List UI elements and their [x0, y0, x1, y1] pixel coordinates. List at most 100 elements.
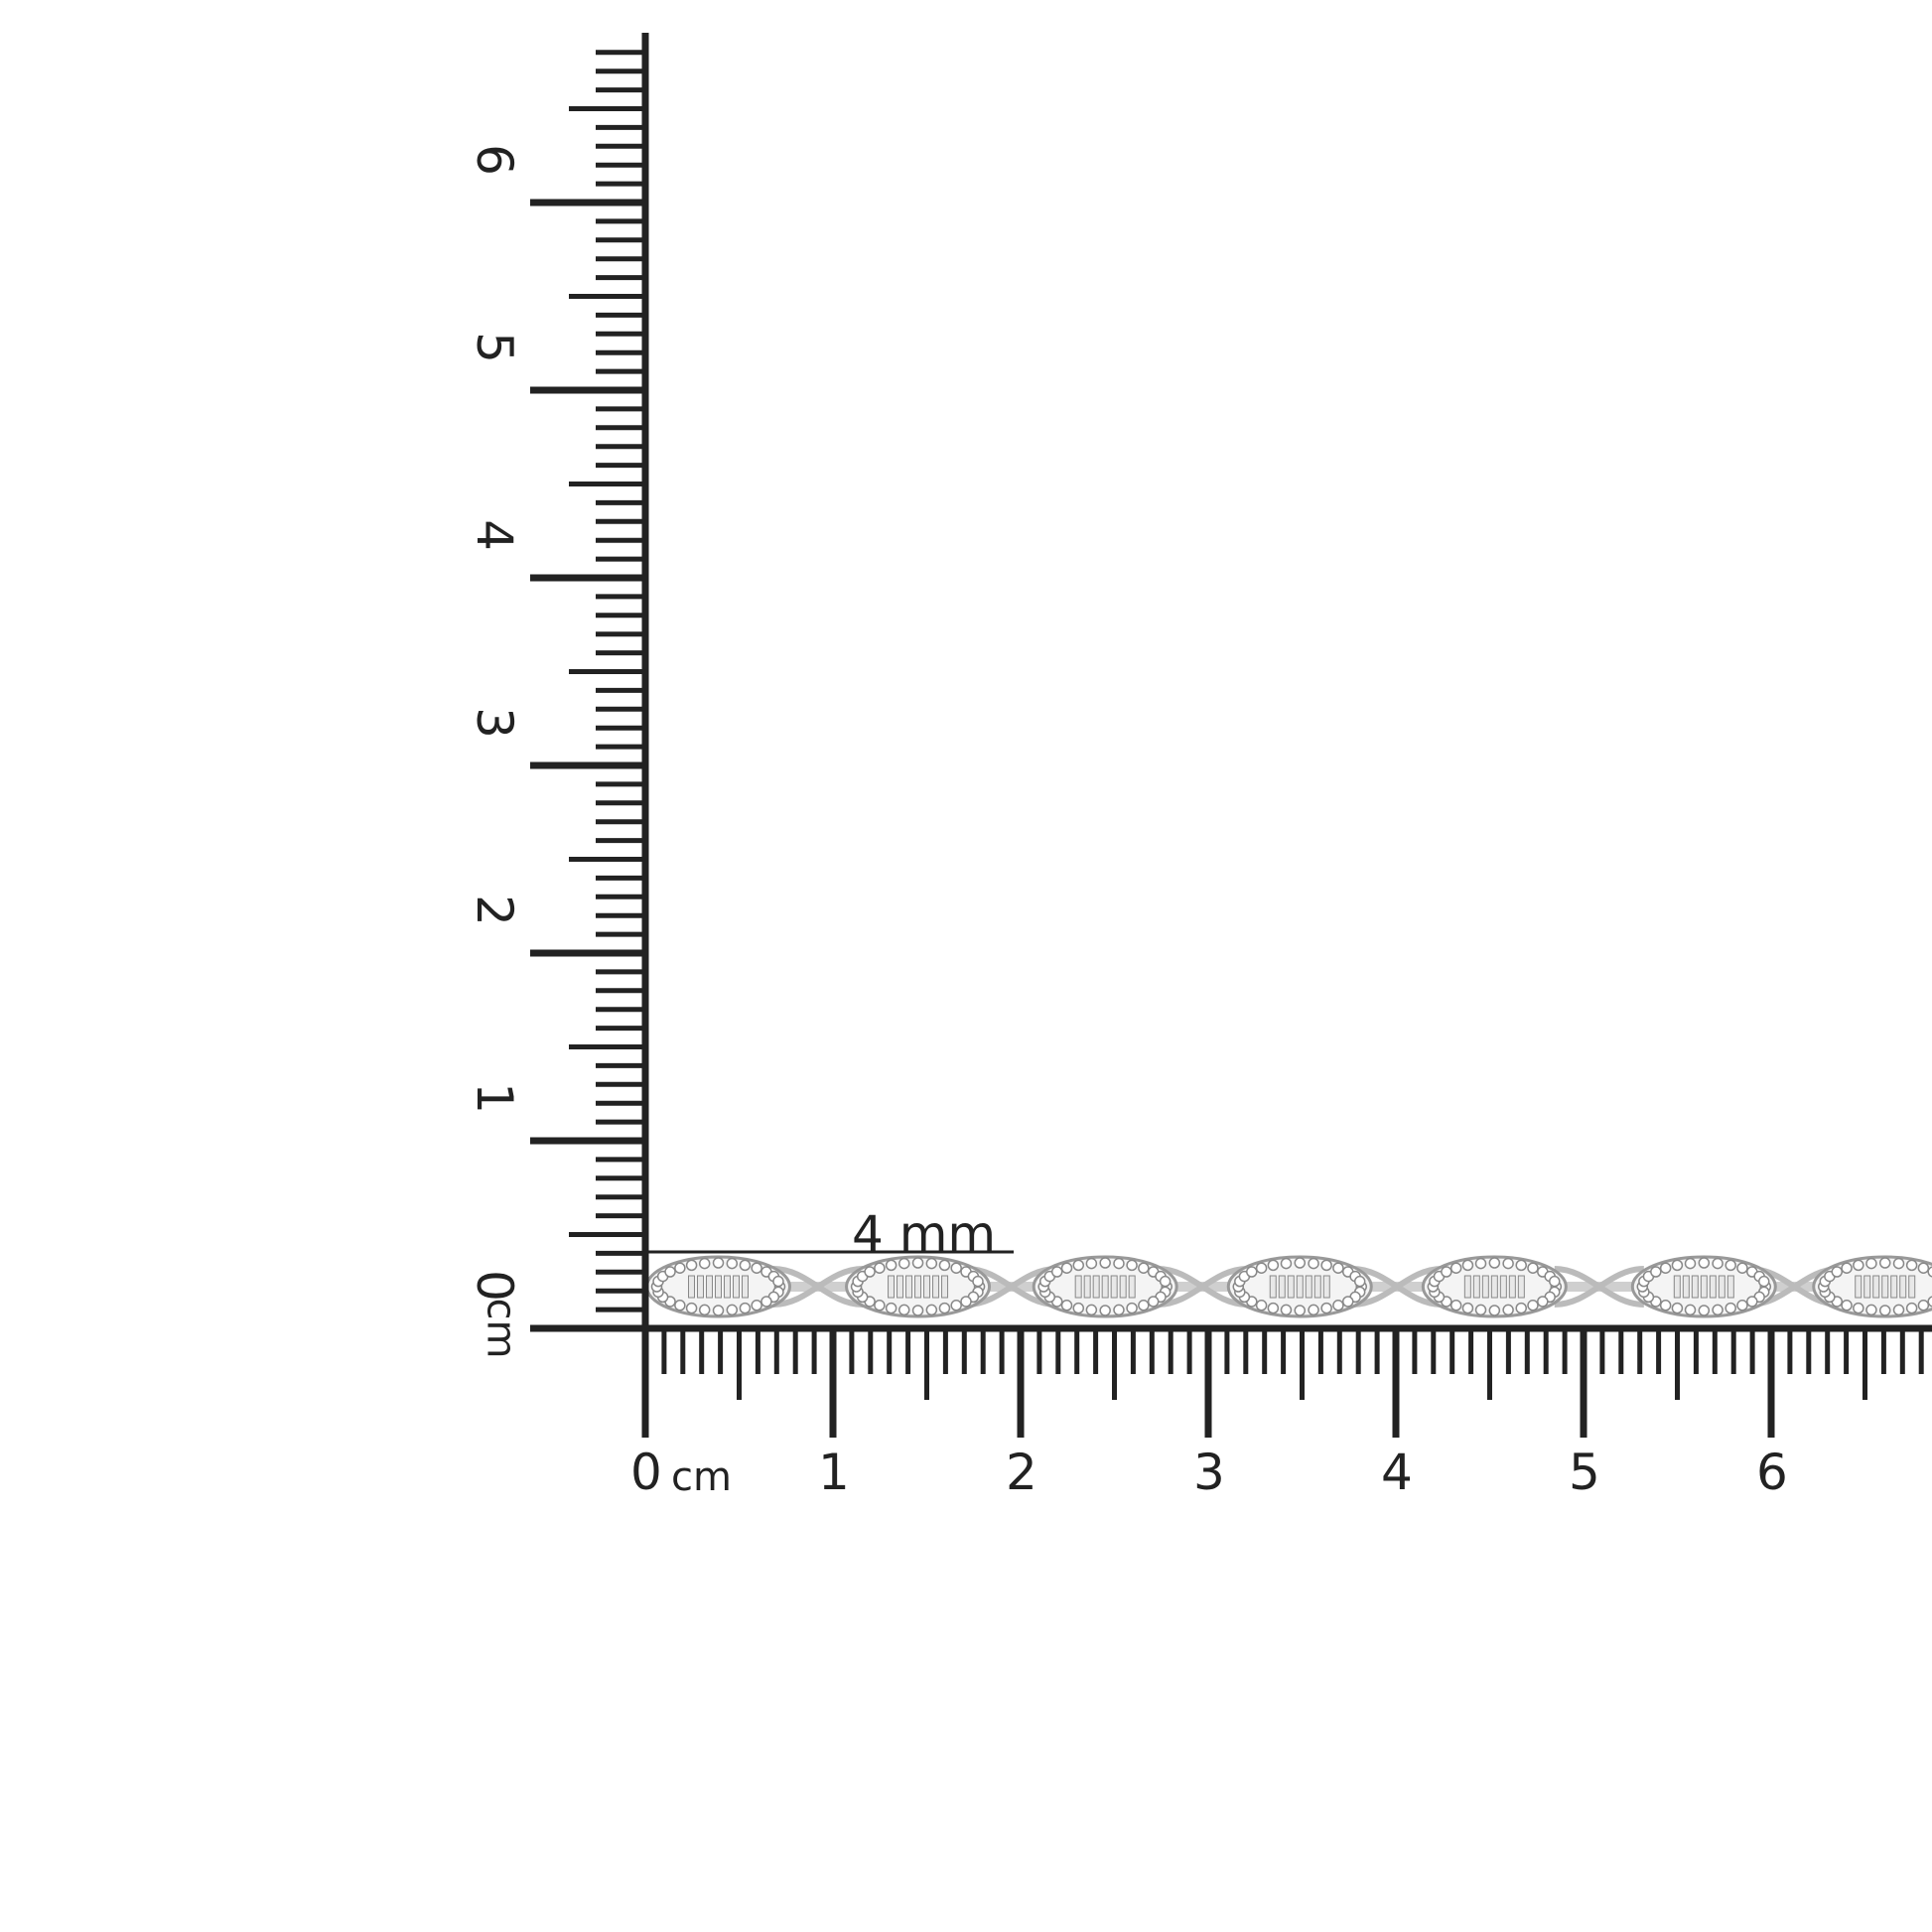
- bracelet-stone: [1255, 1262, 1268, 1274]
- bracelet-stone: [911, 1257, 924, 1269]
- vertical-tick-label: 6: [465, 144, 523, 176]
- bracelet-baguette: [715, 1275, 723, 1299]
- bracelet-baguette: [914, 1275, 922, 1299]
- bracelet-stone: [1841, 1300, 1853, 1311]
- bracelet-stone: [1537, 1296, 1549, 1308]
- bracelet-stone: [1488, 1257, 1501, 1269]
- bracelet-stone: [1474, 1304, 1487, 1316]
- bracelet-stone: [698, 1304, 711, 1316]
- vertical-tick-label: 1: [465, 1082, 523, 1114]
- bracelet-stone: [1917, 1262, 1930, 1274]
- bracelet-stone: [1549, 1275, 1561, 1288]
- bracelet-stone: [1488, 1305, 1501, 1316]
- bracelet-stone: [1050, 1266, 1063, 1278]
- bracelet-stone: [1736, 1262, 1748, 1274]
- bracelet-stone: [1684, 1257, 1697, 1270]
- bracelet-stone: [1736, 1300, 1748, 1311]
- vertical-unit-label: cm: [478, 1298, 524, 1359]
- bracelet-stone: [674, 1300, 686, 1311]
- bracelet-stone: [712, 1257, 725, 1269]
- bracelet-baguette: [1890, 1275, 1898, 1299]
- bracelet-stone: [1905, 1259, 1918, 1272]
- bracelet-baguette: [1463, 1275, 1471, 1299]
- bracelet-baguette: [733, 1275, 741, 1299]
- bracelet-stone: [1308, 1257, 1319, 1270]
- bracelet-baguette: [1691, 1275, 1699, 1299]
- bracelet-baguette: [697, 1275, 705, 1299]
- bracelet-stone: [1267, 1259, 1280, 1272]
- bracelet-stone: [739, 1259, 752, 1272]
- bracelet-stone: [885, 1259, 897, 1272]
- bracelet-stone: [1698, 1305, 1711, 1316]
- bracelet-baguette: [1718, 1275, 1725, 1299]
- bracelet-stone: [1138, 1300, 1150, 1311]
- horizontal-tick-label: 4: [1381, 1444, 1413, 1501]
- bracelet-stone: [950, 1262, 962, 1274]
- bracelet-stone: [1671, 1302, 1684, 1314]
- bracelet-stone: [1502, 1304, 1514, 1316]
- bracelet-baguette: [1872, 1275, 1880, 1299]
- bracelet-stone: [911, 1305, 924, 1316]
- bracelet-baguette: [1481, 1275, 1489, 1299]
- bracelet-baguette: [1709, 1275, 1717, 1299]
- bracelet-baguette: [1863, 1275, 1871, 1299]
- bracelet-baguette: [1899, 1275, 1907, 1299]
- bracelet-baguette: [1881, 1275, 1889, 1299]
- bracelet-stone: [1159, 1275, 1172, 1288]
- bracelet-baguette: [742, 1275, 750, 1299]
- bracelet-stone: [1684, 1304, 1697, 1316]
- bracelet-stone: [938, 1259, 951, 1272]
- bracelet-stone: [1085, 1304, 1098, 1316]
- bracelet-stone: [1905, 1302, 1918, 1314]
- bracelet-stone: [1659, 1262, 1672, 1274]
- bracelet-stone: [1474, 1257, 1487, 1270]
- bracelet-stone: [739, 1302, 752, 1314]
- bracelet-baguette: [1682, 1275, 1690, 1299]
- vertical-tick-label: 3: [465, 707, 523, 739]
- bracelet-baguette: [1119, 1275, 1127, 1299]
- bracelet-stone: [1650, 1266, 1662, 1278]
- bracelet-baguette: [706, 1275, 714, 1299]
- bracelet-baguette: [1083, 1275, 1091, 1299]
- bracelet-stone: [1449, 1300, 1462, 1311]
- bracelet-stone: [960, 1296, 972, 1308]
- bracelet-baguette: [1472, 1275, 1480, 1299]
- bracelet-stone: [1892, 1257, 1905, 1270]
- bracelet-baguette: [1490, 1275, 1498, 1299]
- bracelet-stone: [1878, 1305, 1891, 1316]
- bracelet-baguette: [1508, 1275, 1516, 1299]
- bracelet-stone: [897, 1257, 910, 1270]
- bracelet-stone: [1917, 1300, 1930, 1311]
- horizontal-tick-label: 1: [818, 1444, 850, 1501]
- bracelet-baguette: [1287, 1275, 1295, 1299]
- bracelet-stone: [1502, 1257, 1514, 1270]
- bracelet-stone: [1341, 1296, 1354, 1308]
- bracelet-baguette: [1305, 1275, 1312, 1299]
- horizontal-tick-label: 2: [1006, 1444, 1037, 1501]
- bracelet-stone: [1461, 1302, 1474, 1314]
- bracelet-baguette: [923, 1275, 931, 1299]
- bracelet-stone: [1085, 1257, 1098, 1270]
- bracelet-stone: [1527, 1300, 1539, 1311]
- bracelet-stone: [1320, 1259, 1332, 1272]
- bracelet-stone: [1246, 1266, 1258, 1278]
- bracelet-stone: [1072, 1302, 1085, 1314]
- bracelet-baguette: [1726, 1275, 1734, 1299]
- bracelet-stone: [925, 1304, 938, 1316]
- bracelet-stone: [864, 1266, 876, 1278]
- bracelet-baguette: [1128, 1275, 1136, 1299]
- bracelet-stone: [760, 1296, 772, 1308]
- vertical-tick-label: 2: [465, 895, 523, 926]
- vertical-tick-label: 0: [465, 1270, 523, 1302]
- bracelet-stone: [1712, 1257, 1724, 1270]
- bracelet-stone: [938, 1302, 951, 1314]
- bracelet-stone: [1267, 1302, 1280, 1314]
- measurement-label: 4 mm: [852, 1205, 997, 1263]
- bracelet-baguette: [1517, 1275, 1525, 1299]
- bracelet-stone: [1113, 1257, 1125, 1270]
- bracelet-baguette: [1296, 1275, 1304, 1299]
- bracelet-stone: [1725, 1259, 1736, 1272]
- bracelet-stone: [1294, 1257, 1307, 1269]
- bracelet-twist: [1554, 1266, 1644, 1308]
